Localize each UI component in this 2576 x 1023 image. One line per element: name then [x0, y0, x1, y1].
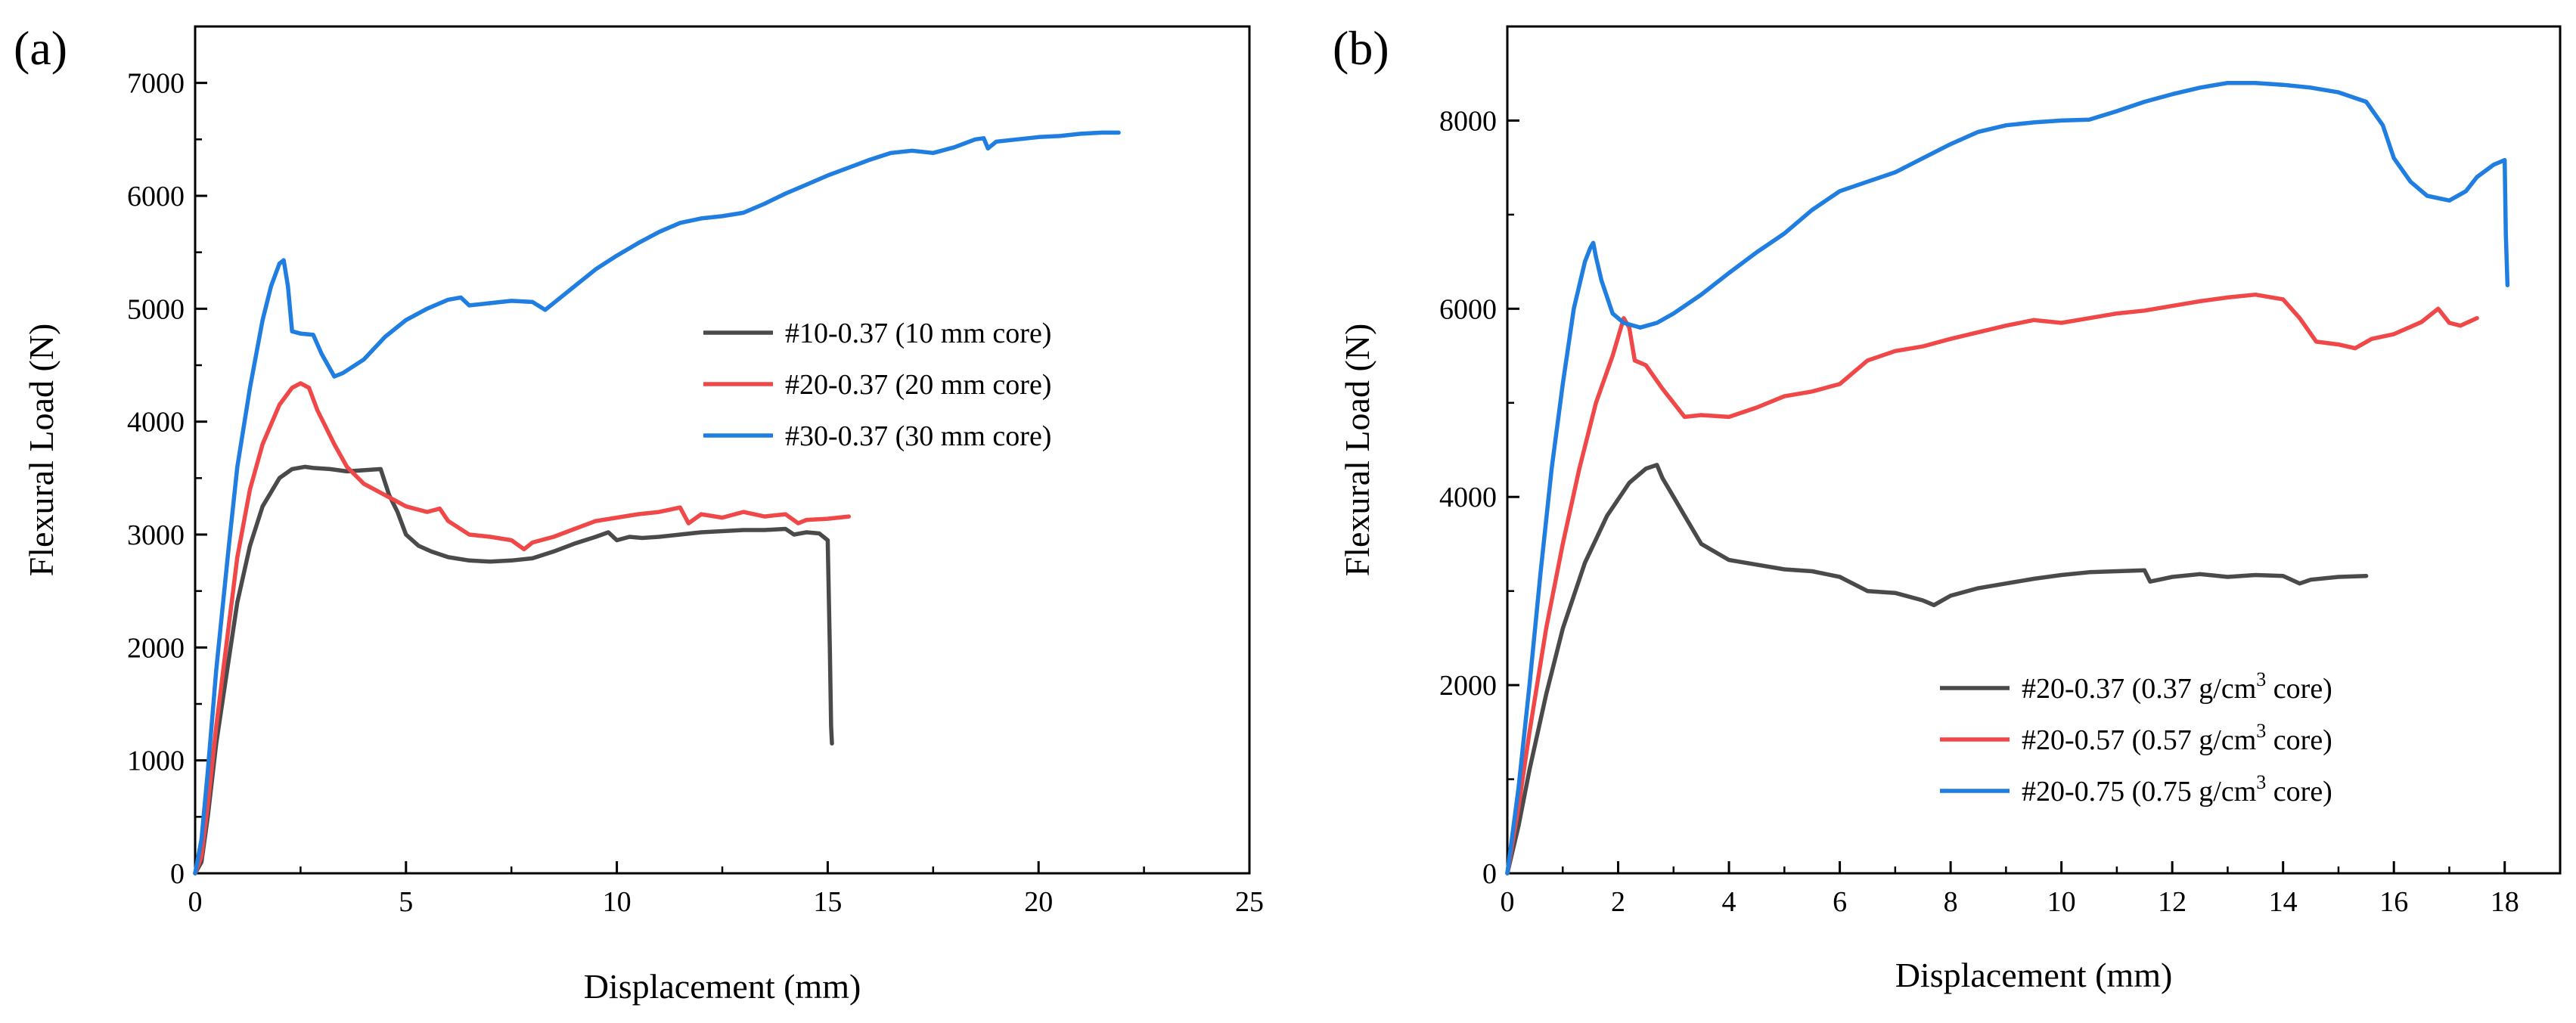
series-line	[193, 381, 852, 876]
y-tick-label: 0	[170, 858, 185, 890]
x-tick-label: 10	[2047, 886, 2076, 918]
x-tick-label: 5	[399, 886, 413, 918]
legend-label: #20-0.37 (20 mm core)	[785, 369, 1051, 401]
x-tick-label: 6	[1833, 886, 1847, 918]
y-tick-label: 7000	[127, 68, 185, 100]
x-tick-label: 20	[1024, 886, 1053, 918]
x-tick-label: 18	[2491, 886, 2519, 918]
y-tick-label: 4000	[1439, 482, 1497, 513]
x-tick-label: 25	[1235, 886, 1264, 918]
panel-b: 0 2 4 6 8 10 12 14 16 18 0 2000 4000 6000 8000 Displace…	[1333, 21, 2562, 994]
x-tick-label: 4	[1722, 886, 1736, 918]
series-line	[1505, 292, 2479, 876]
y-tick-label: 3000	[127, 519, 185, 551]
legend-label: #10-0.37 (10 mm core)	[785, 318, 1051, 349]
series-line	[1505, 463, 2369, 876]
y-tick-label: 2000	[127, 632, 185, 664]
series-line	[1505, 80, 2510, 876]
panel-label: (b)	[1333, 21, 1389, 75]
y-tick-label: 1000	[127, 746, 185, 777]
x-tick-label: 8	[1944, 886, 1958, 918]
y-tick-label: 0	[1482, 858, 1497, 890]
x-tick-label: 14	[2269, 886, 2298, 918]
legend-label: #20-0.75 (0.75 g/cm3 core)	[2022, 771, 2332, 808]
x-tick-label: 0	[188, 886, 203, 918]
x-tick-label: 16	[2379, 886, 2408, 918]
panel-label: (a)	[14, 21, 67, 75]
x-tick-label: 2	[1611, 886, 1625, 918]
y-tick-label: 6000	[1439, 293, 1497, 325]
x-tick-label: 10	[603, 886, 632, 918]
plot-frame	[194, 25, 1251, 875]
y-tick-label: 2000	[1439, 670, 1497, 702]
y-tick-label: 6000	[127, 181, 185, 212]
x-tick-label: 15	[813, 886, 842, 918]
y-axis-title: Flexural Load (N)	[1338, 324, 1376, 577]
series-line	[193, 130, 1121, 876]
x-axis-title: Displacement (mm)	[1895, 956, 2173, 994]
legend-label: #20-0.57 (0.57 g/cm3 core)	[2022, 720, 2332, 756]
x-tick-label: 0	[1501, 886, 1515, 918]
x-tick-label: 12	[2158, 886, 2186, 918]
y-tick-label: 4000	[127, 407, 185, 439]
y-tick-label: 5000	[127, 293, 185, 325]
panel-a: 0 5 10 15 20 25 0 1000 2000 3000 4000 5000 6000 7000 D…	[14, 21, 1264, 1006]
legend-label: #30-0.37 (30 mm core)	[785, 420, 1051, 452]
y-tick-label: 8000	[1439, 105, 1497, 137]
legend-label: #20-0.37 (0.37 g/cm3 core)	[2022, 668, 2332, 705]
plot-frame	[1506, 25, 2562, 875]
series-line	[193, 464, 834, 876]
y-axis-title: Flexural Load (N)	[22, 324, 61, 577]
x-axis-title: Displacement (mm)	[584, 967, 861, 1006]
